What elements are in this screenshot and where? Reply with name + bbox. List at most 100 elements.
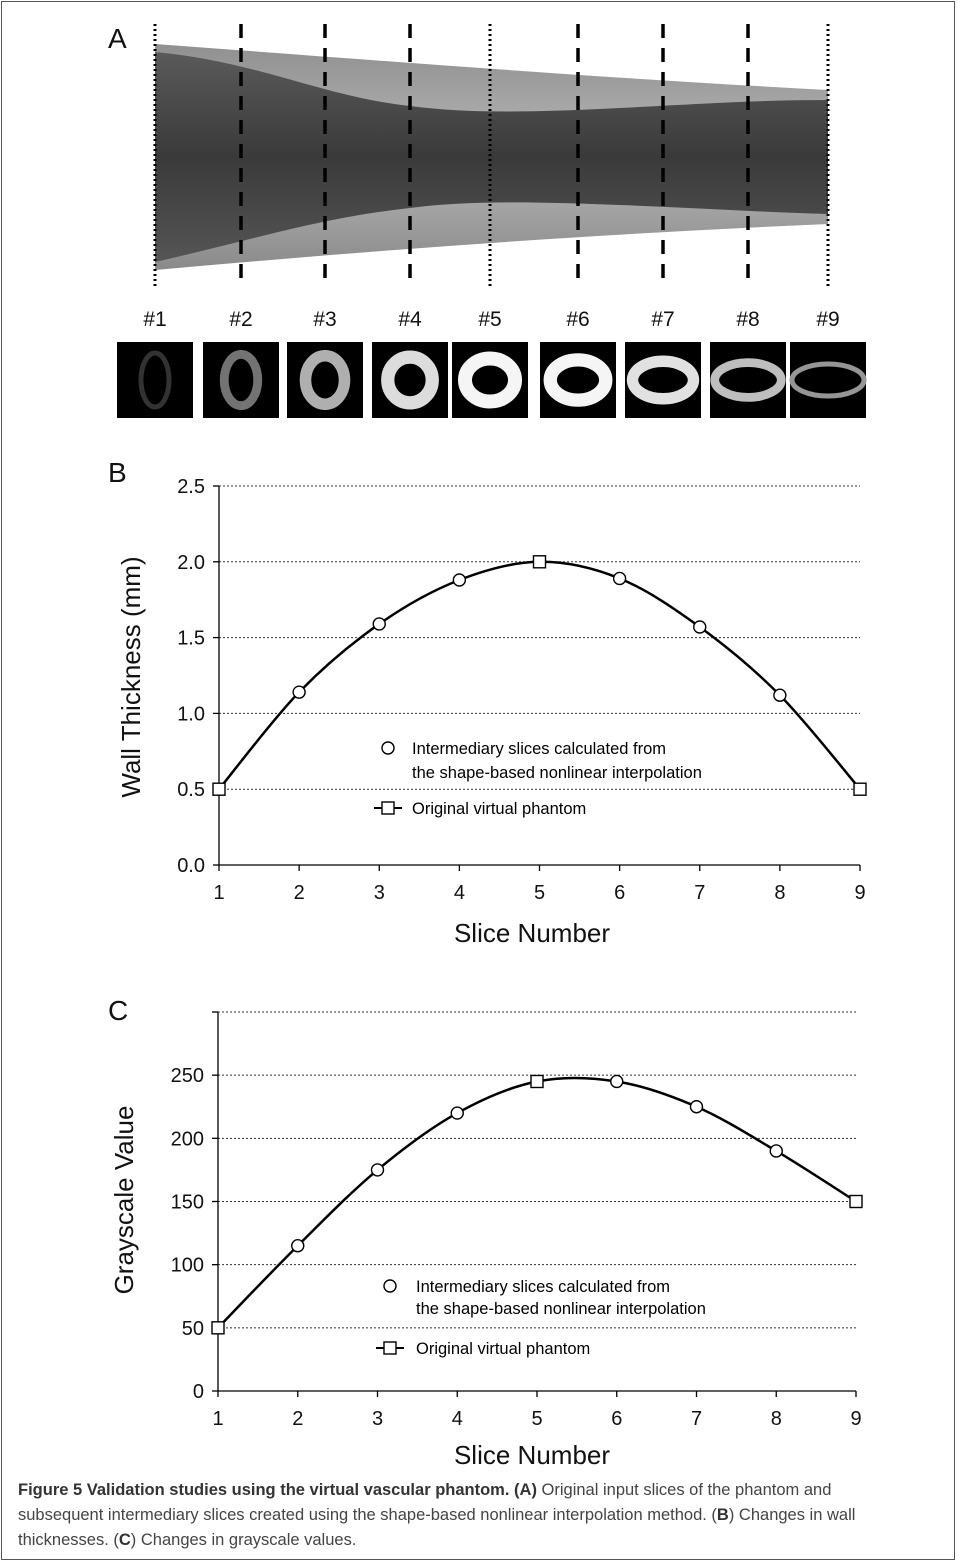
x-tick-label: 8 [771, 1408, 782, 1430]
slice-thumbnail-9 [790, 342, 866, 418]
legend-circle-marker [383, 1279, 397, 1293]
slice-ring-2 [219, 349, 263, 411]
data-point-circle [689, 1100, 704, 1114]
x-tick-label: 4 [454, 882, 465, 904]
y-tick-label: 1.5 [177, 628, 205, 650]
slice-thumbnail-8 [710, 342, 786, 418]
slice-label-7: #7 [651, 308, 674, 331]
legend-circle-marker [381, 741, 395, 755]
data-point-square [530, 1074, 544, 1089]
y-tick-label: 0.5 [177, 779, 205, 801]
x-tick-label: 6 [611, 1408, 622, 1430]
x-tick-label: 3 [372, 1408, 383, 1430]
legend-entry-line-3: Original virtual phantom [412, 800, 586, 818]
figure-canvas: A #1 #2 #3 #4 #5 #6 #7 #8 #9 B 0.0 0.5 1.0 1.5 2.0 2.… [108, 23, 867, 1470]
caption-text-1: Original input slices of the phantom and… [18, 1481, 832, 1524]
slice-label-1: #1 [143, 308, 166, 331]
slice-ring-thumbnails [117, 342, 867, 418]
slice-ring-8 [710, 358, 786, 402]
legend-square-marker [381, 801, 395, 815]
y-tick-label: 0.0 [177, 855, 205, 877]
x-tick-label: 6 [614, 882, 625, 904]
slice-label-3: #3 [313, 308, 336, 331]
y-axis-label: Grayscale Value [109, 1106, 139, 1295]
x-tick-label: 2 [292, 1408, 303, 1430]
slice-label-9: #9 [816, 308, 839, 331]
legend-entry-line-3: Original virtual phantom [416, 1340, 590, 1358]
data-point-square [853, 782, 867, 796]
data-point-circle [292, 685, 306, 699]
caption-ref-a: (A) [514, 1481, 537, 1499]
legend-entry-line-2: the shape-based nonlinear interpolation [412, 764, 702, 782]
legend: Intermediary slices calculated from the … [374, 740, 702, 818]
panel-b-label: B [108, 457, 127, 488]
y-tick-label: 1.0 [177, 703, 205, 725]
data-point-square [849, 1194, 863, 1209]
x-tick-label: 5 [531, 1408, 542, 1430]
slice-label-2: #2 [229, 308, 252, 331]
data-point-square [211, 1321, 225, 1335]
figure-caption: Figure 5 Validation studies using the vi… [18, 1478, 918, 1553]
panel-a-label: A [108, 23, 127, 54]
slice-labels: #1 #2 #3 #4 #5 #6 #7 #8 #9 [143, 308, 839, 331]
legend-square-marker [383, 1341, 397, 1355]
x-tick-label: 1 [212, 1408, 223, 1430]
y-tick-label: 0 [193, 1381, 204, 1403]
data-point-circle [610, 1074, 624, 1089]
data-point-circle [693, 620, 707, 634]
y-tick-label: 50 [182, 1318, 204, 1340]
slice-ring-5 [458, 351, 522, 409]
data-point-circle [370, 1163, 385, 1177]
y-tick-label: 250 [171, 1065, 204, 1087]
x-tick-label: 8 [774, 882, 785, 904]
caption-ref-b: B [716, 1506, 729, 1524]
y-tick-label: 2.0 [177, 552, 205, 574]
data-point-circle [291, 1239, 305, 1253]
legend-entry-line-1: Intermediary slices calculated from [416, 1278, 670, 1296]
x-tick-label: 5 [534, 882, 545, 904]
slice-ring-4 [381, 350, 439, 410]
data-point-circle [452, 573, 467, 587]
x-axis-label: Slice Number [454, 1440, 610, 1470]
x-axis-label: Slice Number [454, 918, 610, 948]
y-tick-label: 100 [171, 1255, 204, 1277]
data-point-circle [769, 1144, 783, 1158]
slice-ring-7 [626, 355, 700, 405]
slice-ring-6 [543, 353, 613, 407]
slice-ring-1 [138, 350, 172, 410]
caption-ref-c: C [118, 1531, 131, 1549]
grayscale-chart: C 0 50 100 150 200 250 1 2 3 4 5 6 7 8 9 Slice Number… [108, 995, 863, 1470]
x-tick-label: 7 [691, 1408, 702, 1430]
slice-label-5: #5 [478, 308, 501, 331]
slice-label-6: #6 [566, 308, 589, 331]
slice-label-8: #8 [736, 308, 759, 331]
x-tick-label: 1 [213, 882, 224, 904]
y-tick-label: 200 [171, 1128, 204, 1150]
x-tick-label: 7 [694, 882, 705, 904]
panel-c-label: C [108, 995, 128, 1026]
data-point-circle [372, 617, 386, 631]
y-tick-label: 2.5 [177, 476, 205, 498]
caption-title: Figure 5 Validation studies using the vi… [18, 1481, 510, 1499]
data-point-circle [773, 688, 787, 702]
slice-label-4: #4 [398, 308, 422, 331]
y-tick-label: 150 [171, 1192, 204, 1214]
data-point-circle [450, 1106, 464, 1120]
caption-text-3: ) Changes in grayscale values. [130, 1531, 357, 1549]
data-point-square [532, 555, 547, 569]
slice-ring-3 [299, 349, 351, 411]
x-tick-label: 2 [294, 882, 305, 904]
y-axis-label: Wall Thickness (mm) [116, 556, 146, 797]
x-tick-label: 4 [452, 1408, 463, 1430]
wall-thickness-chart: B 0.0 0.5 1.0 1.5 2.0 2.5 1 2 3 4 5 6 7 8 9 Slice Num… [108, 457, 867, 948]
slice-position-lines [153, 24, 830, 286]
x-tick-label: 3 [374, 882, 385, 904]
x-tick-label: 9 [854, 882, 865, 904]
slice-ring-9 [789, 361, 867, 399]
data-point-square [212, 782, 226, 796]
legend-entry-line-1: Intermediary slices calculated from [412, 740, 666, 758]
data-point-circle [612, 571, 627, 586]
x-tick-label: 9 [850, 1408, 861, 1430]
legend: Intermediary slices calculated from the … [376, 1278, 706, 1358]
